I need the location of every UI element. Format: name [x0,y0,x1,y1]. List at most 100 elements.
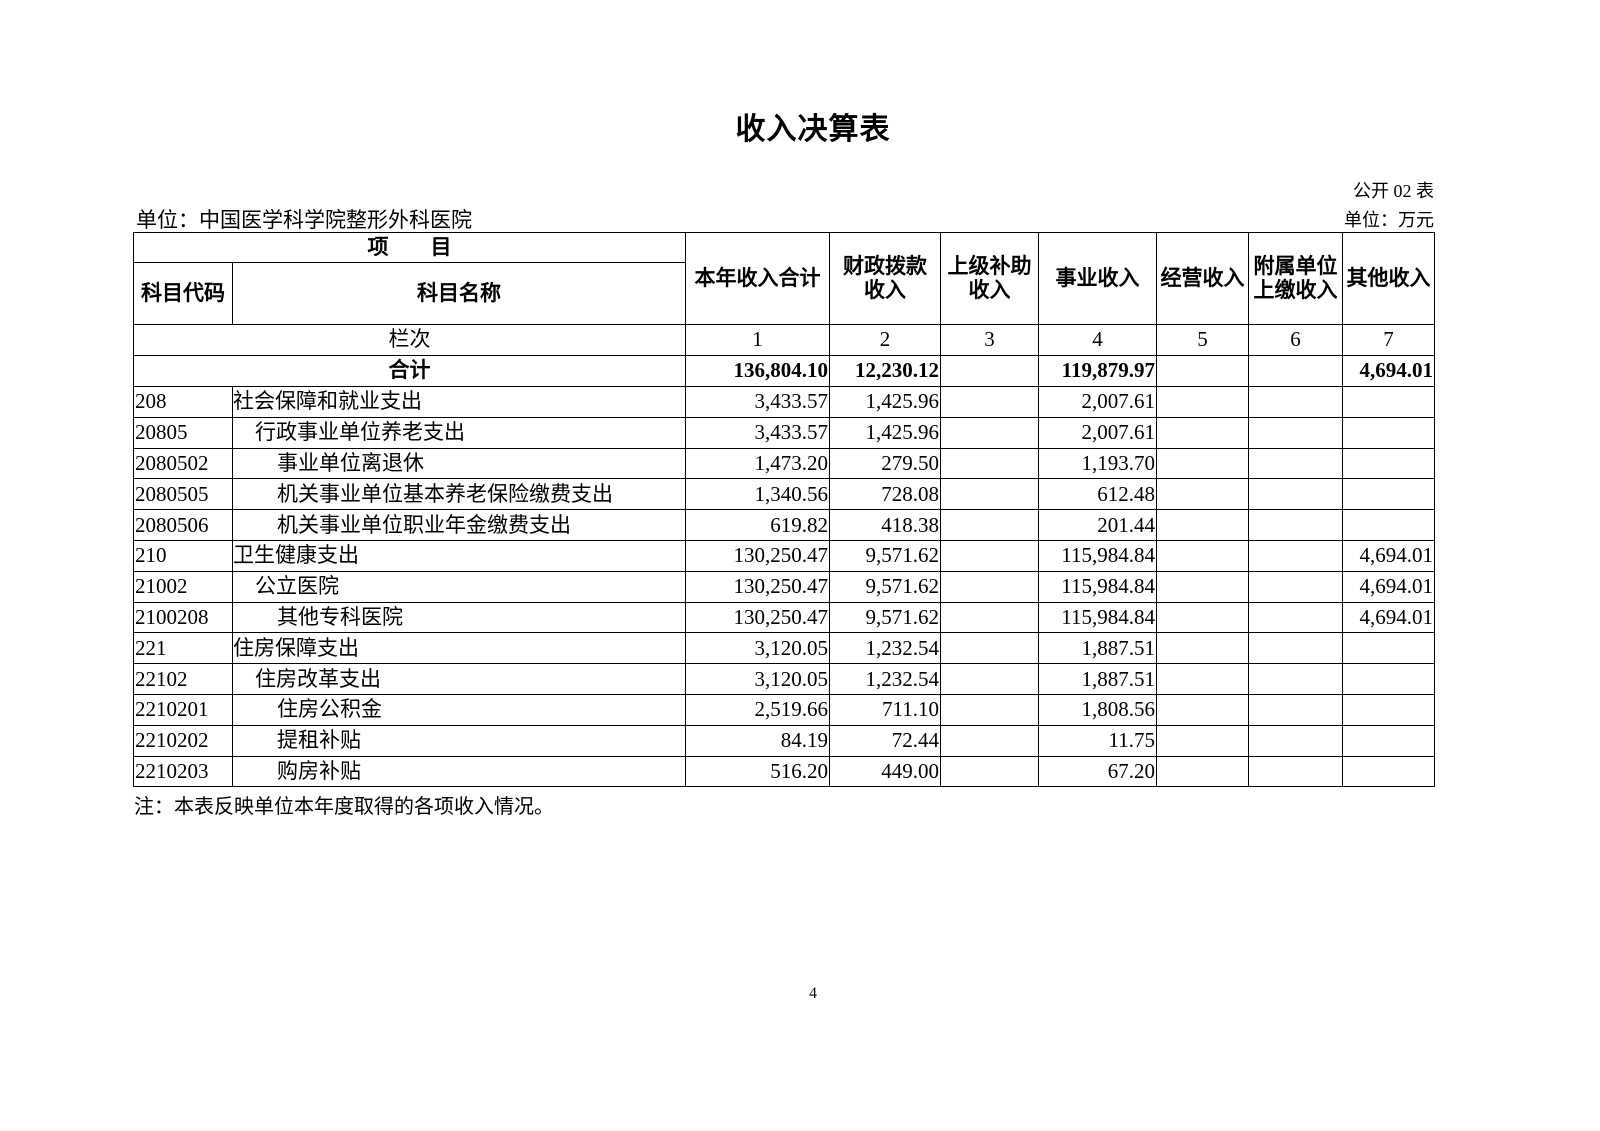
amount-cell [1156,755,1249,788]
amount-cell: 2,519.66 [685,693,830,726]
amount-cell: 619.82 [685,509,830,541]
amount-cell: 3,120.05 [685,663,830,695]
subject-code: 21002 [133,570,233,603]
header-item: 项 目 [133,232,686,263]
subject-name: 住房保障支出 [232,632,686,665]
amount-cell [1342,416,1435,449]
header-code: 科目代码 [133,262,233,325]
amount-cell [1156,478,1249,511]
column-header: 附属单位 上缴收入 [1248,232,1343,325]
page-title: 收入决算表 [735,113,891,146]
column-number: 1 [685,324,830,356]
table-note: 注：本表反映单位本年度取得的各项收入情况。 [134,796,554,818]
amount-cell: 115,984.84 [1038,601,1157,634]
amount-cell: 1,232.54 [829,663,941,695]
amount-cell [1248,386,1343,418]
subject-code: 2080506 [133,509,233,541]
total-label: 合计 [133,355,686,387]
amount-cell [1248,509,1343,541]
amount-cell: 449.00 [829,755,941,788]
table-row: 2210202 提租补贴 84.19 72.44 11.75 [133,724,1435,757]
amount-cell [1248,693,1343,726]
header-row: 科目代码 科目名称 [133,262,1435,325]
subject-code: 2210203 [133,755,233,788]
column-header-line: 财政拨款 [843,254,927,279]
table-row: 21002 公立医院 130,250.47 9,571.62 115,984.84 4,6… [133,570,1435,603]
amount-cell: 2,007.61 [1038,416,1157,449]
column-header-line: 事业收入 [1055,265,1140,290]
amount-cell [1156,386,1249,418]
amount-cell: 728.08 [829,478,941,511]
amount-cell [940,570,1039,603]
amount-cell [1342,447,1435,480]
amount-cell [1342,755,1435,788]
column-number: 7 [1342,324,1435,356]
amount-cell [1342,693,1435,726]
subject-name: 卫生健康支出 [232,539,686,572]
amount-cell [940,386,1039,418]
column-header-line: 收入 [968,277,1011,302]
amount-cell [940,663,1039,695]
amount-cell: 1,425.96 [829,416,941,449]
amount-cell [940,693,1039,726]
amount-cell: 130,250.47 [685,539,830,572]
amount-cell: 72.44 [829,724,941,757]
column-header: 事业收入 [1038,232,1157,325]
amount-cell: 4,694.01 [1342,539,1435,572]
amount-cell [1156,724,1249,757]
amount-cell: 130,250.47 [685,570,830,603]
subject-code: 2080505 [133,478,233,511]
amount-cell: 115,984.84 [1038,539,1157,572]
amount-cell [940,539,1039,572]
subject-name: 提租补贴 [232,724,686,757]
column-number: 4 [1038,324,1157,356]
amount-cell: 418.38 [829,509,941,541]
amount-cell [1342,509,1435,541]
amount-cell: 3,433.57 [685,416,830,449]
subject-code: 2210202 [133,724,233,757]
form-number: 公开 02 表 [1353,181,1434,201]
amount-cell: 4,694.01 [1342,570,1435,603]
amount-cell [940,632,1039,665]
column-number: 6 [1248,324,1343,356]
amount-cell: 1,232.54 [829,632,941,665]
column-number: 3 [940,324,1039,356]
total-value [940,355,1039,387]
subject-name: 行政事业单位养老支出 [232,416,686,449]
amount-cell [1156,663,1249,695]
total-value: 136,804.10 [685,355,830,387]
table-row: 2080505 机关事业单位基本养老保险缴费支出 1,340.56 728.08 612… [133,478,1435,511]
amount-cell [1248,539,1343,572]
subject-name: 购房补贴 [232,755,686,788]
column-header-line: 本年收入合计 [694,265,821,290]
column-number-label: 栏次 [133,324,686,356]
amount-cell [1248,478,1343,511]
subject-name: 机关事业单位职业年金缴费支出 [232,509,686,541]
income-final-accounts-table: 项 目本年收入合计 财政拨款 收入 上级补助 收入 事业收入 经营收入 附属单位 上缴收入 其他收… [133,232,1435,788]
subject-code: 210 [133,539,233,572]
amount-cell [1342,724,1435,757]
table-row: 210 卫生健康支出 130,250.47 9,571.62 115,984.84 4,6… [133,539,1435,572]
column-header-line: 附属单位 [1253,254,1338,279]
table-row: 208 社会保障和就业支出 3,433.57 1,425.96 2,007.61 [133,386,1435,418]
table-row: 2100208 其他专科医院 130,250.47 9,571.62 115,984.8… [133,601,1435,634]
amount-cell: 612.48 [1038,478,1157,511]
page-number: 4 [809,985,817,1002]
amount-cell: 201.44 [1038,509,1157,541]
amount-cell [1156,416,1249,449]
amount-cell: 9,571.62 [829,601,941,634]
subject-name: 机关事业单位基本养老保险缴费支出 [232,478,686,511]
amount-cell: 84.19 [685,724,830,757]
amount-cell [940,509,1039,541]
table-row: 2210201 住房公积金 2,519.66 711.10 1,808.56 [133,693,1435,726]
subject-code: 208 [133,386,233,418]
subject-code: 20805 [133,416,233,449]
total-value: 119,879.97 [1038,355,1157,387]
amount-cell [1156,539,1249,572]
amount-cell: 130,250.47 [685,601,830,634]
total-value [1248,355,1343,387]
subject-code: 221 [133,632,233,665]
column-header: 本年收入合计 [685,232,830,325]
amount-cell [940,755,1039,788]
amount-cell [1248,447,1343,480]
